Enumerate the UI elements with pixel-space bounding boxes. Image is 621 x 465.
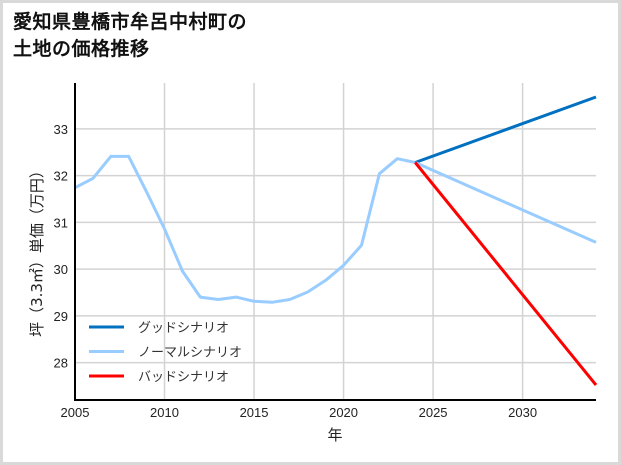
legend-label: バッドシナリオ <box>138 370 229 385</box>
x-tick-label: 2005 <box>61 405 90 420</box>
x-tick-label: 2015 <box>240 405 269 420</box>
chart-title: 愛知県豊橋市牟呂中村町の 土地の価格推移 <box>13 9 247 63</box>
x-tick-label: 2030 <box>508 405 537 420</box>
x-tick-label: 2020 <box>329 405 358 420</box>
series-line <box>414 95 597 164</box>
y-axis-label: 坪（3.3㎡）単価（万円） <box>28 163 46 337</box>
tick-labels: 2005 2010 2015 2020 2025 2030 28 29 30 31 32 33 <box>54 122 538 420</box>
x-tick-label: 2025 <box>419 405 448 420</box>
title-line-2: 土地の価格推移 <box>13 38 150 60</box>
y-tick-label: 29 <box>54 309 68 324</box>
y-tick-label: 30 <box>54 262 68 277</box>
legend-label: グッドシナリオ <box>138 321 229 336</box>
y-tick-label: 33 <box>54 122 68 137</box>
y-tick-label: 31 <box>54 215 68 230</box>
series-line <box>74 154 416 304</box>
y-tick-label: 28 <box>54 356 68 371</box>
y-tick-label: 32 <box>54 169 68 184</box>
x-tick-label: 2010 <box>150 405 179 420</box>
series-line <box>414 161 597 244</box>
legend-label: ノーマルシナリオ <box>138 346 242 361</box>
series-line <box>414 161 598 386</box>
grid-lines <box>75 83 596 400</box>
x-axis-label: 年 <box>327 426 342 444</box>
chart-frame <box>3 3 618 462</box>
axes <box>74 83 596 401</box>
data-lines <box>74 95 598 386</box>
title-line-1: 愛知県豊橋市牟呂中村町の <box>13 11 248 33</box>
